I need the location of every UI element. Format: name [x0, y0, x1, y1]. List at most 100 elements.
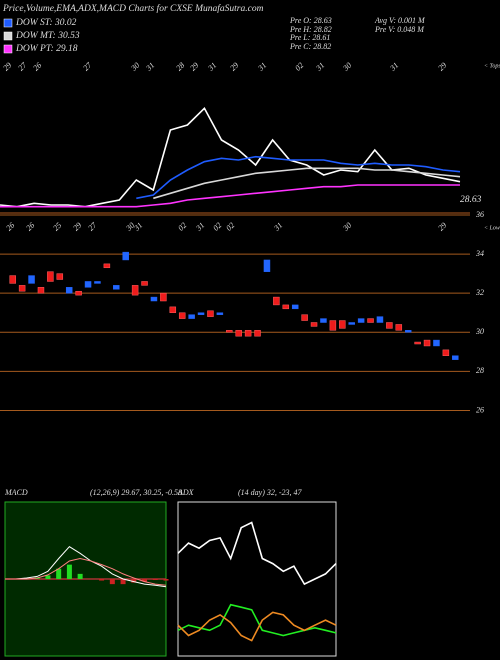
- series-line: [5, 546, 167, 588]
- date-label: 29: [71, 221, 83, 233]
- candle: [37, 287, 45, 294]
- candle: [47, 271, 54, 282]
- y-tick-label: 34: [475, 249, 484, 258]
- candle: [131, 285, 139, 296]
- legend-swatch: [3, 31, 13, 41]
- series-line: [0, 184, 460, 208]
- candle: [141, 281, 148, 286]
- date-label: 25: [51, 221, 63, 233]
- histogram-bar: [99, 579, 105, 581]
- date-label: 27: [81, 60, 94, 73]
- histogram-bar: [45, 575, 51, 579]
- candle: [320, 318, 327, 323]
- date-label: 27: [86, 220, 99, 233]
- candle: [56, 273, 64, 280]
- series-line: [153, 167, 461, 200]
- candle: [18, 285, 26, 292]
- date-label: 02: [176, 221, 188, 233]
- histogram-bar: [142, 579, 148, 582]
- info-text: Pre C: 28.82: [289, 42, 331, 51]
- candle: [367, 318, 374, 323]
- candle: [113, 285, 120, 290]
- date-label: 31: [314, 61, 327, 74]
- date-label: 28: [174, 61, 186, 73]
- histogram-bar: [66, 564, 72, 579]
- candle: [310, 322, 318, 327]
- candle: [254, 330, 261, 337]
- y-tick-label: 36: [475, 210, 484, 219]
- date-label: 29: [436, 61, 448, 73]
- date-label: 02: [293, 61, 305, 73]
- histogram-bar: [56, 568, 62, 579]
- candle: [84, 281, 92, 288]
- series-line: [177, 611, 337, 642]
- candle: [188, 314, 195, 319]
- candle: [28, 275, 35, 284]
- candle: [357, 318, 365, 323]
- histogram-bar: [163, 579, 169, 581]
- date-label: 31: [194, 221, 207, 234]
- info-text: Pre H: 28.82: [289, 25, 332, 34]
- candle: [386, 322, 393, 329]
- legend-swatch: [3, 44, 13, 54]
- candle: [291, 304, 299, 310]
- candle: [414, 341, 421, 345]
- legend-label: DOW PT: 29.18: [15, 44, 78, 54]
- date-label: 29: [436, 221, 448, 233]
- info-text: Avg V: 0.001 M: [374, 16, 426, 25]
- date-label: 31: [144, 61, 157, 74]
- series-line: [5, 557, 167, 586]
- date-label: 31: [272, 221, 285, 234]
- candle: [282, 304, 290, 310]
- last-price-label: 28.63: [460, 195, 482, 205]
- candle: [226, 330, 233, 333]
- candle: [103, 263, 111, 269]
- histogram-bar: [131, 579, 137, 583]
- candle: [207, 310, 214, 317]
- candle: [235, 330, 242, 337]
- date-label: 29: [188, 61, 200, 73]
- candle: [452, 355, 459, 360]
- legend-label: DOW MT: 30.53: [15, 31, 80, 41]
- candle: [404, 330, 412, 333]
- date-label: 31: [388, 61, 401, 74]
- series-line: [177, 521, 337, 586]
- page-title: Price,Volume,EMA,ADX,MACD Charts for CXS…: [2, 3, 264, 14]
- legend-label: DOW ST: 30.02: [15, 18, 77, 28]
- candle: [150, 296, 158, 302]
- date-label: 30: [341, 221, 354, 234]
- histogram-bar: [109, 579, 115, 585]
- candle: [339, 320, 346, 329]
- candle: [395, 324, 403, 331]
- histogram-bar: [120, 579, 126, 585]
- y-tick-label: 32: [475, 288, 484, 297]
- series-line: [177, 603, 337, 637]
- candle: [178, 312, 186, 319]
- date-label: 27: [16, 60, 29, 73]
- date-label: 31: [206, 61, 219, 74]
- corner-label: < Lows: [484, 225, 500, 231]
- series-line: [136, 155, 461, 200]
- histogram-bar: [77, 573, 83, 579]
- date-label: 26: [24, 221, 36, 233]
- candle: [329, 320, 337, 331]
- candle: [122, 251, 129, 261]
- y-tick-label: 30: [475, 327, 484, 336]
- info-text: Pre V: 0.048 M: [374, 25, 425, 34]
- date-label: 26: [4, 221, 16, 233]
- candle: [9, 275, 16, 284]
- series-line: [0, 106, 461, 208]
- candle: [75, 290, 82, 296]
- candle: [169, 306, 177, 313]
- candle: [433, 339, 440, 347]
- candle: [197, 312, 205, 315]
- candle: [263, 259, 271, 272]
- date-label: 30: [129, 61, 142, 74]
- candle: [348, 322, 355, 325]
- candle: [301, 314, 308, 321]
- date-label: 02: [224, 221, 236, 233]
- panel-title: MACD: [4, 488, 28, 497]
- candle: [244, 330, 252, 337]
